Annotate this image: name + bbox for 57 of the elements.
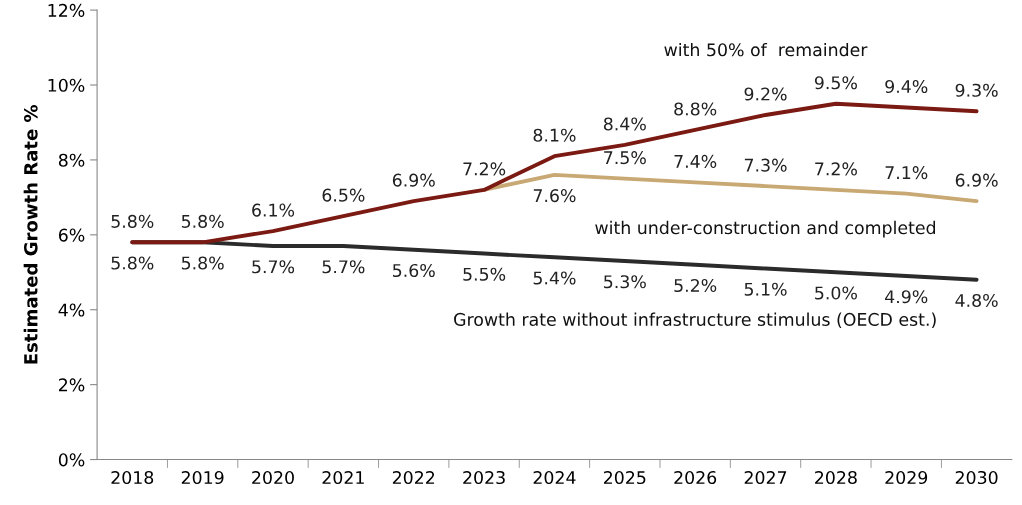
data-label: 5.7% — [252, 260, 295, 274]
series-label: with under-construction and completed — [595, 220, 936, 238]
x-tick-label: 2020 — [252, 470, 294, 485]
data-label: 5.8% — [111, 214, 154, 228]
data-label: 5.5% — [463, 267, 506, 281]
data-label: 9.3% — [955, 83, 998, 97]
x-tick-label: 2021 — [322, 470, 364, 485]
x-tick-label: 2022 — [392, 470, 435, 485]
x-tick-label: 2023 — [463, 470, 505, 485]
x-tick-label: 2027 — [744, 470, 787, 485]
data-label: 5.4% — [533, 271, 576, 285]
y-tick-label: 0% — [58, 453, 85, 467]
data-label: 7.3% — [744, 158, 787, 172]
data-label: 8.1% — [533, 128, 576, 142]
x-tick-label: 2026 — [674, 470, 717, 485]
data-label: 4.8% — [955, 293, 998, 308]
data-label: 7.4% — [674, 154, 717, 168]
data-label: 7.1% — [885, 166, 928, 180]
y-tick-label: 2% — [59, 378, 85, 392]
data-label: 5.3% — [604, 275, 646, 289]
y-tick-label: 10% — [48, 78, 85, 92]
data-label: 5.8% — [181, 214, 224, 228]
y-tick-label: 6% — [58, 228, 85, 242]
x-tick-label: 2019 — [181, 470, 224, 485]
data-label: 7.2% — [463, 162, 506, 176]
x-tick-label: 2024 — [533, 470, 576, 485]
data-label: 5.8% — [111, 256, 154, 270]
data-label: 7.6% — [533, 189, 576, 203]
data-label: 5.1% — [744, 282, 787, 296]
data-label: 4.9% — [885, 290, 928, 304]
y-axis-title: Estimated Growth Rate % — [23, 104, 38, 364]
data-label: 6.5% — [322, 188, 365, 202]
data-label: 7.2% — [815, 162, 857, 176]
text: with 50% of remainder — [664, 42, 868, 57]
x-tick-label: 2018 — [111, 470, 154, 485]
x-tick-label: 2025 — [603, 470, 646, 485]
data-label: 6.1% — [252, 203, 295, 217]
data-label: 5.8% — [181, 256, 224, 270]
data-label: 9.2% — [744, 87, 787, 101]
data-label: 6.9% — [955, 173, 998, 187]
data-label: 9.4% — [885, 79, 928, 94]
data-label: 6.9% — [392, 173, 435, 187]
data-label: 5.7% — [322, 260, 365, 274]
data-label: 7.5% — [604, 151, 646, 165]
data-label: 5.0% — [815, 286, 857, 300]
y-tick-label: 4% — [58, 303, 85, 317]
data-label: 8.8% — [674, 102, 717, 116]
text: Growth rate without infrastructure stimulus (OECD est.) — [454, 312, 936, 329]
x-tick-label: 2029 — [885, 470, 928, 485]
data-label: 8.4% — [603, 117, 646, 131]
x-tick-label: 2030 — [955, 470, 998, 485]
x-tick-label: 2028 — [815, 470, 857, 485]
data-label: 5.6% — [393, 263, 435, 278]
data-label: 9.5% — [814, 76, 857, 90]
y-tick-label: 8% — [58, 153, 85, 167]
y-tick-label: 12% — [48, 3, 85, 17]
data-label: 5.2% — [674, 278, 717, 293]
